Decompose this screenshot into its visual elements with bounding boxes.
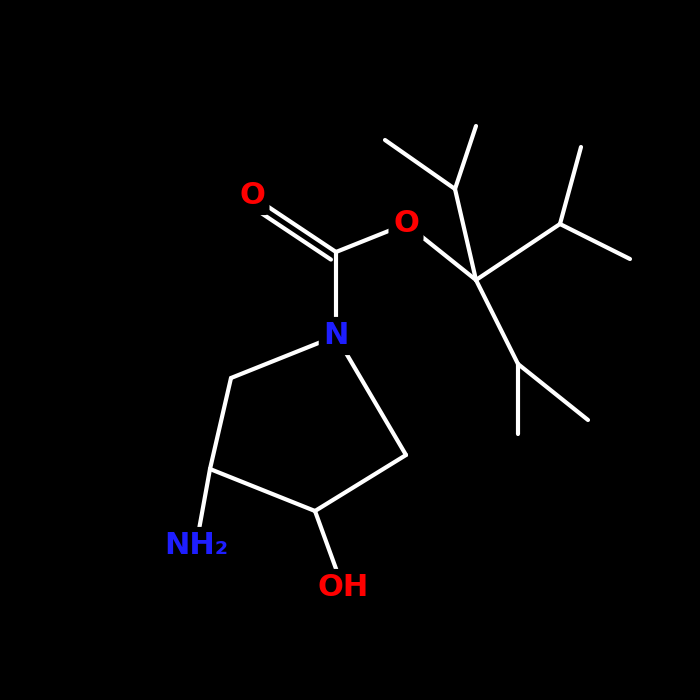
Text: N: N xyxy=(323,321,349,351)
Text: O: O xyxy=(393,209,419,239)
Text: OH: OH xyxy=(317,573,369,603)
Text: O: O xyxy=(239,181,265,211)
Text: NH₂: NH₂ xyxy=(164,531,228,561)
